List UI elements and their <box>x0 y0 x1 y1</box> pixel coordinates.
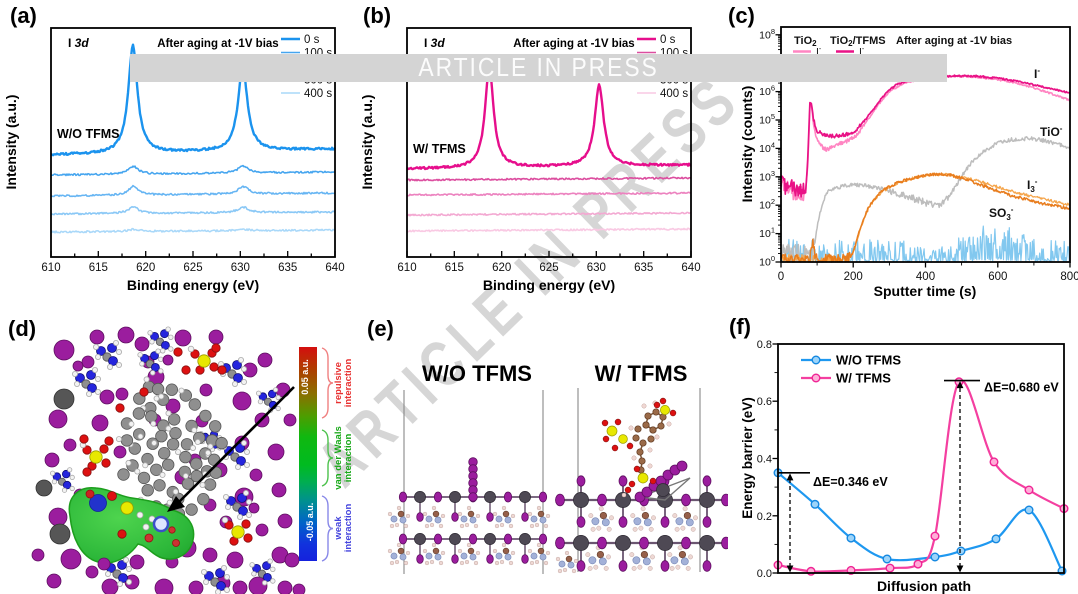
svg-text:0 s: 0 s <box>304 34 320 46</box>
svg-text:620: 620 <box>492 262 511 274</box>
svg-text:106: 106 <box>759 84 775 99</box>
svg-text:I3-: I3- <box>1027 177 1038 194</box>
svg-text:630: 630 <box>587 262 606 274</box>
svg-text:103: 103 <box>759 169 775 184</box>
svg-text:108: 108 <box>759 27 775 42</box>
svg-text:0: 0 <box>778 271 784 283</box>
svg-text:615: 615 <box>89 262 108 274</box>
svg-text:Energy barrier (eV): Energy barrier (eV) <box>740 397 755 519</box>
svg-text:101: 101 <box>759 226 775 241</box>
svg-text:W/ TFMS: W/ TFMS <box>595 361 688 386</box>
svg-text:640: 640 <box>681 262 700 274</box>
svg-text:0 s: 0 s <box>660 34 676 46</box>
svg-text:635: 635 <box>278 262 297 274</box>
svg-text:I-: I- <box>859 46 865 58</box>
svg-text:After aging at -1V bias: After aging at -1V bias <box>513 38 634 50</box>
svg-text:610: 610 <box>41 262 60 274</box>
svg-text:630: 630 <box>231 262 250 274</box>
svg-text:0.8: 0.8 <box>757 339 772 351</box>
svg-text:(e): (e) <box>367 316 394 341</box>
svg-text:(b): (b) <box>363 3 391 28</box>
svg-text:400 s: 400 s <box>660 88 688 100</box>
svg-text:repulsiveinteraction: repulsiveinteraction <box>333 359 354 408</box>
svg-text:van der Waalsinteraction: van der Waalsinteraction <box>333 426 354 490</box>
svg-text:Binding energy (eV): Binding energy (eV) <box>127 277 259 293</box>
svg-text:weakinteraction: weakinteraction <box>333 504 354 553</box>
svg-text:Intensity (counts): Intensity (counts) <box>739 86 755 203</box>
svg-text:0.05 a.u.: 0.05 a.u. <box>300 359 310 395</box>
svg-text:W/ TFMS: W/ TFMS <box>413 142 466 156</box>
svg-text:105: 105 <box>759 112 775 127</box>
svg-text:620: 620 <box>136 262 155 274</box>
svg-text:600: 600 <box>988 271 1007 283</box>
svg-text:TiO2: TiO2 <box>794 35 817 48</box>
svg-text:640: 640 <box>325 262 344 274</box>
svg-text:0.6: 0.6 <box>757 396 772 408</box>
svg-text:ΔE=0.680 eV: ΔE=0.680 eV <box>984 381 1059 395</box>
svg-text:400: 400 <box>916 271 935 283</box>
svg-text:I 3d: I 3d <box>424 36 445 50</box>
svg-text:(a): (a) <box>10 3 37 28</box>
svg-text:Binding energy (eV): Binding energy (eV) <box>483 277 615 293</box>
svg-text:W/O TFMS: W/O TFMS <box>422 361 532 386</box>
svg-text:102: 102 <box>759 197 775 212</box>
svg-text:TiO-: TiO- <box>1040 124 1063 139</box>
svg-text:W/O TFMS: W/O TFMS <box>57 127 120 141</box>
svg-text:100: 100 <box>759 254 775 269</box>
svg-text:625: 625 <box>183 262 202 274</box>
svg-text:(d): (d) <box>8 316 36 341</box>
svg-text:After aging at -1V bias: After aging at -1V bias <box>896 35 1012 47</box>
svg-text:400 s: 400 s <box>304 88 332 100</box>
svg-text:0.2: 0.2 <box>757 511 772 523</box>
svg-text:Intensity (a.u.): Intensity (a.u.) <box>359 95 375 190</box>
svg-text:800: 800 <box>1060 271 1078 283</box>
svg-text:625: 625 <box>539 262 558 274</box>
svg-text:104: 104 <box>759 140 775 155</box>
svg-text:I-: I- <box>1034 66 1040 81</box>
svg-text:TiO2/TFMS: TiO2/TFMS <box>830 35 886 48</box>
svg-text:I 3d: I 3d <box>68 36 89 50</box>
svg-text:After aging at -1V bias: After aging at -1V bias <box>157 38 278 50</box>
svg-text:ΔE=0.346 eV: ΔE=0.346 eV <box>813 475 888 489</box>
svg-text:635: 635 <box>634 262 653 274</box>
svg-text:-0.05 a.u.: -0.05 a.u. <box>305 503 315 542</box>
svg-text:0.0: 0.0 <box>757 568 772 580</box>
svg-text:W/O TFMS: W/O TFMS <box>836 353 901 368</box>
svg-text:Sputter time (s): Sputter time (s) <box>874 283 977 299</box>
svg-text:Intensity (a.u.): Intensity (a.u.) <box>3 95 19 190</box>
svg-text:(c): (c) <box>728 3 755 28</box>
svg-text:0.4: 0.4 <box>757 454 772 466</box>
svg-text:(f): (f) <box>729 314 751 339</box>
svg-text:200: 200 <box>844 271 863 283</box>
svg-text:SO3-: SO3- <box>989 205 1014 222</box>
svg-text:615: 615 <box>445 262 464 274</box>
svg-text:610: 610 <box>397 262 416 274</box>
svg-text:W/ TFMS: W/ TFMS <box>836 371 891 386</box>
svg-text:Diffusion path: Diffusion path <box>877 578 971 594</box>
svg-text:I-: I- <box>816 46 822 58</box>
